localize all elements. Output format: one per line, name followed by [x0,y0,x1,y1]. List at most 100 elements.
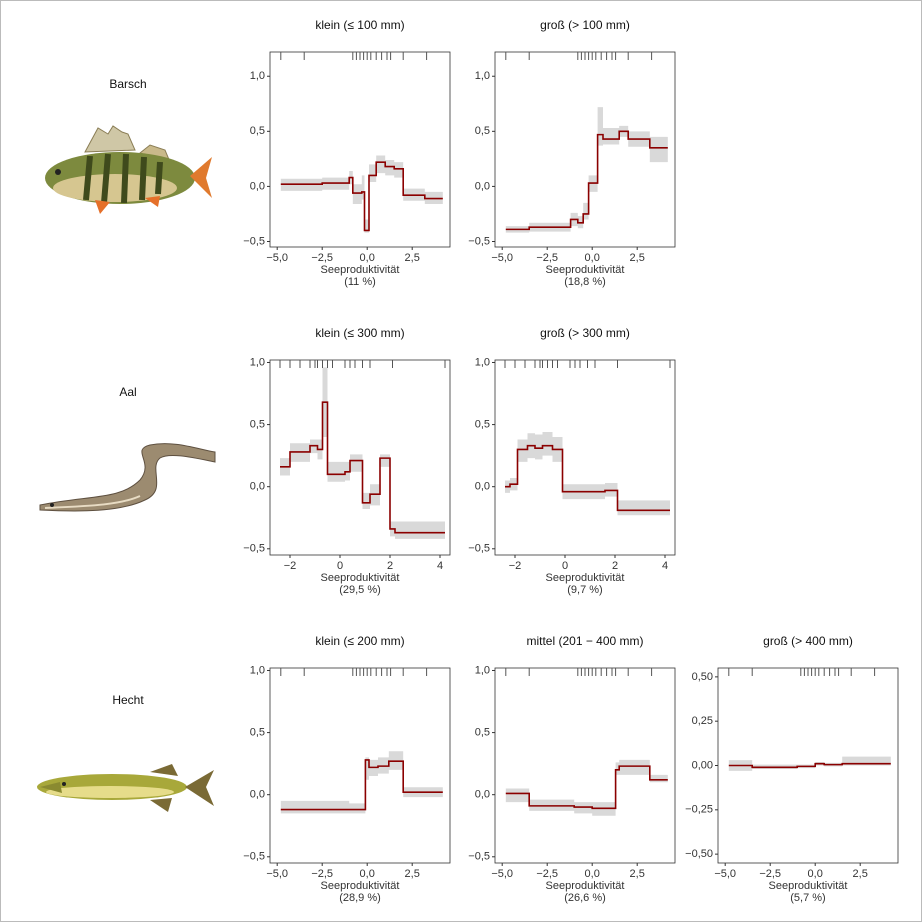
effect-line [505,444,670,512]
y-tick-label: 1,0 [475,664,490,676]
confidence-band [280,751,443,814]
panel-title: groß (> 400 mm) [763,634,853,648]
x-axis-label: Seeproduktivität [321,572,400,584]
panel-title: klein (≤ 300 mm) [315,326,404,340]
y-tick-label: 1,0 [250,664,265,676]
effect-line [505,130,668,231]
x-tick-label: 0 [337,560,343,572]
y-tick-label: 0,0 [475,180,490,192]
y-tick-label: 0,00 [692,759,713,771]
x-tick-label: 2,5 [405,252,420,264]
y-tick-label: −0,5 [243,235,265,247]
y-tick-label: 0,0 [250,481,265,493]
x-tick-label: 4 [437,560,443,572]
x-tick-label: 2,5 [853,868,868,880]
x-tick-label: 2 [387,560,393,572]
share-note: (26,6 %) [564,892,606,904]
x-axis-label: Seeproduktivität [546,264,625,276]
x-tick-label: −5,0 [491,252,513,264]
y-tick-label: 0,5 [250,125,265,137]
y-tick-label: 0,0 [250,789,265,801]
y-tick-label: 0,5 [475,418,490,430]
x-axis-label: Seeproduktivität [546,572,625,584]
x-tick-label: 0,0 [360,868,375,880]
x-tick-label: −2 [284,560,297,572]
x-tick-label: −2 [509,560,522,572]
fish-perch [45,125,212,214]
y-tick-label: 0,25 [692,715,713,727]
y-tick-label: −0,5 [468,543,490,555]
y-tick-label: 0,0 [250,180,265,192]
y-tick-label: −0,5 [243,543,265,555]
x-tick-label: −5,0 [266,252,288,264]
panel-title: klein (≤ 100 mm) [315,18,404,32]
x-tick-label: −5,0 [714,868,736,880]
plot-frame [269,359,451,556]
panel-title: mittel (201 − 400 mm) [526,634,643,648]
y-tick-label: 1,0 [250,356,265,368]
share-note: (29,5 %) [339,584,381,596]
x-tick-label: −5,0 [266,868,288,880]
x-tick-label: 0 [562,560,568,572]
x-tick-label: −2,5 [311,252,333,264]
x-tick-label: 0,0 [360,252,375,264]
x-tick-label: 2,5 [630,252,645,264]
y-tick-label: 0,5 [250,726,265,738]
x-axis-label: Seeproduktivität [321,264,400,276]
share-note: (5,7 %) [790,892,825,904]
species-label: Barsch [109,77,146,91]
y-tick-label: 0,50 [692,671,713,683]
share-note: (28,9 %) [339,892,381,904]
species-label: Aal [119,385,136,399]
fish-eel [39,443,216,512]
share-note: (11 %) [344,276,376,288]
y-tick-label: 0,0 [475,481,490,493]
x-axis-label: Seeproduktivität [769,880,848,892]
share-note: (9,7 %) [567,584,602,596]
y-tick-label: 0,5 [250,418,265,430]
panel-title: groß (> 100 mm) [540,18,630,32]
x-axis-label: Seeproduktivität [321,880,400,892]
effect-line [505,765,668,810]
x-tick-label: −2,5 [536,868,558,880]
effect-line [728,762,891,769]
x-tick-label: 0,0 [585,252,600,264]
share-note: (18,8 %) [564,276,606,288]
x-tick-label: 0,0 [585,868,600,880]
species-label: Hecht [112,693,144,707]
x-tick-label: 2 [612,560,618,572]
y-tick-label: 0,5 [475,125,490,137]
confidence-band [505,432,670,516]
x-tick-label: 0,0 [808,868,823,880]
x-tick-label: 4 [662,560,668,572]
effect-line [280,759,443,811]
y-tick-label: −0,50 [685,848,713,860]
effect-line [280,401,445,534]
y-tick-label: −0,25 [685,804,713,816]
y-tick-label: 0,0 [475,789,490,801]
confidence-band [280,367,445,539]
x-tick-label: 2,5 [405,868,420,880]
x-tick-label: 2,5 [630,868,645,880]
x-tick-label: −2,5 [311,868,333,880]
x-tick-label: −5,0 [491,868,513,880]
y-tick-label: 1,0 [475,70,490,82]
fish-pike [37,764,214,812]
x-tick-label: −2,5 [536,252,558,264]
y-tick-label: 1,0 [475,356,490,368]
y-tick-label: −0,5 [243,851,265,863]
y-tick-label: −0,5 [468,235,490,247]
confidence-band [505,107,668,233]
plot-frame [494,359,676,556]
x-axis-label: Seeproduktivität [546,880,625,892]
effect-line [280,161,443,232]
confidence-band [280,155,443,233]
y-tick-label: 0,5 [475,726,490,738]
x-tick-label: −2,5 [759,868,781,880]
y-tick-label: −0,5 [468,851,490,863]
y-tick-label: 1,0 [250,70,265,82]
panel-title: groß (> 300 mm) [540,326,630,340]
confidence-band [505,759,668,816]
panel-title: klein (≤ 200 mm) [315,634,404,648]
